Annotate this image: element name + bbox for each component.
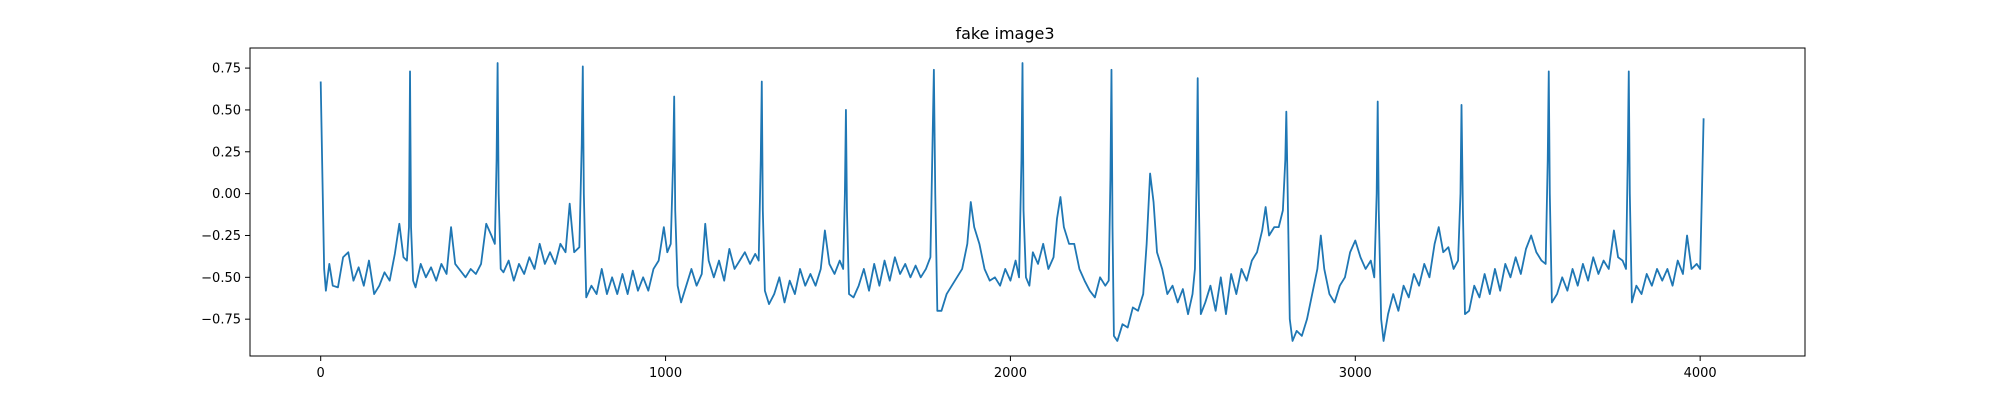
y-tick-label: 0.25 bbox=[212, 145, 241, 160]
y-tick-label: −0.75 bbox=[201, 313, 241, 328]
y-axis: −0.75 −0.50 −0.25 0.00 0.25 0.50 0.75 bbox=[201, 62, 250, 328]
axes-frame bbox=[249, 47, 1806, 357]
series-line-0 bbox=[319, 62, 1705, 342]
y-tick-label: 0.75 bbox=[212, 62, 241, 77]
y-tick-label: 0.50 bbox=[212, 103, 241, 118]
x-axis: 0 1000 2000 3000 4000 bbox=[317, 356, 1717, 381]
y-tick-label: −0.50 bbox=[201, 271, 241, 286]
x-tick-label: 0 bbox=[317, 366, 325, 381]
x-tick-label: 1000 bbox=[649, 366, 682, 381]
chart-title: fake image3 bbox=[955, 24, 1054, 43]
x-tick-label: 2000 bbox=[994, 366, 1027, 381]
series-layer bbox=[319, 62, 1705, 342]
y-tick-label: −0.25 bbox=[201, 229, 241, 244]
x-tick-label: 3000 bbox=[1339, 366, 1372, 381]
y-tick-label: 0.00 bbox=[212, 187, 241, 202]
x-tick-label: 4000 bbox=[1684, 366, 1717, 381]
